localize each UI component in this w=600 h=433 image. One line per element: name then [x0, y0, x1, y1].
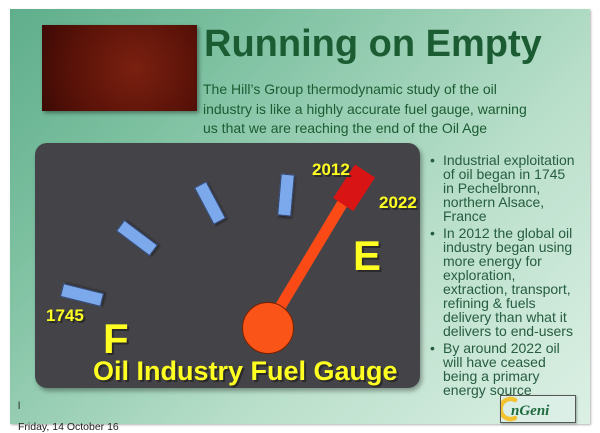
svg-text:nGeni: nGeni	[511, 403, 550, 419]
